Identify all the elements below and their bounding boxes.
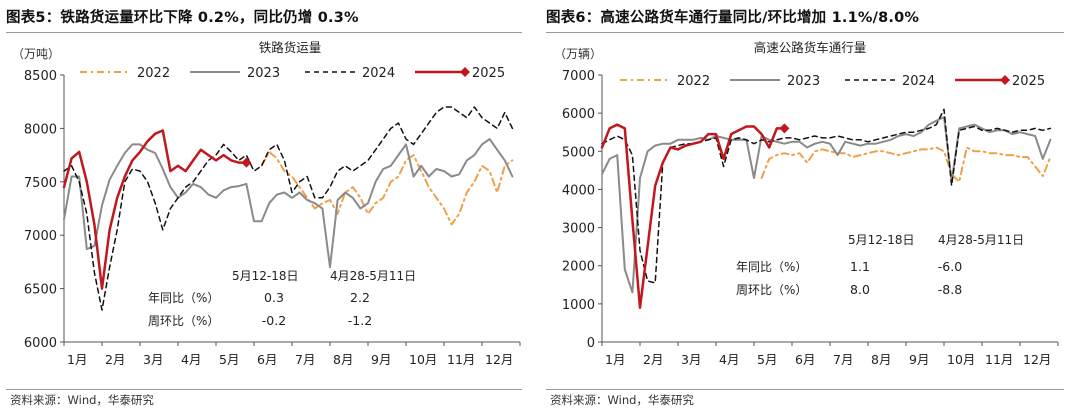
x-tick-label: 1月 [605,352,625,367]
table-cell: 1.1 [850,259,870,274]
series-end-marker [241,157,252,168]
table-cell: -0.2 [262,313,286,328]
x-tick-label: 7月 [833,352,853,367]
table-cell: 0.3 [264,290,284,305]
table-cell: -8.8 [938,282,962,297]
legend-marker [1000,75,1010,85]
x-tick-label: 12月 [485,352,513,367]
x-tick-label: 10月 [409,352,437,367]
series-line-2022 [760,146,1052,183]
y-tick-label: 1000 [562,298,595,313]
y-tick-label: 6000 [24,336,57,351]
series-line-2023 [63,138,514,269]
x-tick-label: 11月 [447,352,475,367]
x-tick-label: 10月 [947,352,975,367]
x-tick-label: 12月 [1023,352,1051,367]
x-tick-label: 5月 [757,352,777,367]
legend-label: 2023 [247,66,280,81]
legend-label: 2023 [787,74,820,89]
legend-marker [460,67,470,77]
source-note: 资料来源：Wind，华泰研究 [550,393,694,407]
chart-title: 铁路货运量 [259,40,322,55]
table-header: 4月28-5月11日 [938,233,1024,247]
x-tick-label: 2月 [105,352,125,367]
y-tick-label: 7500 [24,176,57,191]
y-tick-label: 2000 [562,260,595,275]
series-line-2022 [260,150,514,226]
x-tick-label: 4月 [181,352,201,367]
series-line-2025 [62,129,248,290]
legend-label: 2025 [472,66,505,81]
x-tick-label: 9月 [909,352,929,367]
x-tick-label: 7月 [295,352,315,367]
legend-label: 2022 [137,66,170,81]
y-tick-label: 8500 [24,69,57,84]
y-tick-label: 0 [587,336,595,351]
series-line-2023 [601,116,1052,294]
series-line-2024 [63,106,514,311]
table-row-label: 年同比（%） [148,291,219,305]
table-cell: -1.2 [348,313,372,328]
footer-divider [6,389,522,390]
x-tick-label: 1月 [67,352,87,367]
title-divider [546,32,1064,33]
table-header: 5月12-18日 [848,233,915,247]
legend-label: 2022 [677,74,710,89]
y-tick-label: 6000 [562,107,595,122]
y-tick-label: 5000 [562,145,595,160]
legend-label: 2025 [1012,74,1045,89]
highway-truck-chart: 高速公路货车通行量 （万辆） 0 1000 2000 3000 4000 5000 6000 70… [554,40,1059,367]
y-tick-label: 6500 [24,283,57,298]
y-tick-label: 7000 [562,69,595,84]
x-tick-label: 11月 [985,352,1013,367]
table-row-label: 年同比（%） [736,260,807,274]
railway-freight-chart: 铁路货运量 （万吨） 6000 6500 7000 7500 8000 8500 1月 2月 3月 4… [12,40,521,367]
highway-truck-panel: 图表6：高速公路货车通行量同比/环比增加 1.1%/8.0% 高速公路货车通行量… [540,0,1070,413]
series-line-2024 [601,108,1052,284]
table-cell: 2.2 [350,290,370,305]
series-line-2025 [600,123,786,309]
y-axis-unit: （万辆） [554,47,602,61]
legend-label: 2024 [902,74,935,89]
footer-divider [546,389,1064,390]
y-tick-label: 4000 [562,183,595,198]
x-tick-label: 2月 [643,352,663,367]
title-divider [6,32,522,33]
series-end-marker [779,123,790,134]
x-tick-label: 3月 [143,352,163,367]
x-tick-label: 6月 [795,352,815,367]
y-tick-label: 8000 [24,122,57,137]
table-row-label: 周环比（%） [148,314,219,328]
y-tick-label: 7000 [24,229,57,244]
x-tick-label: 8月 [333,352,353,367]
table-cell: 8.0 [850,282,870,297]
table-header: 5月12-18日 [232,269,299,283]
railway-freight-panel: 图表5：铁路货运量环比下降 0.2%，同比仍增 0.3% 铁路货运量 （万吨） 60… [0,0,528,413]
x-tick-label: 6月 [257,352,277,367]
table-cell: -6.0 [938,259,962,274]
x-tick-label: 9月 [371,352,391,367]
table-row-label: 周环比（%） [736,283,807,297]
x-tick-label: 5月 [219,352,239,367]
x-tick-label: 3月 [681,352,701,367]
x-tick-label: 8月 [871,352,891,367]
legend-label: 2024 [362,66,395,81]
figure-title: 图表6：高速公路货车通行量同比/环比增加 1.1%/8.0% [546,10,920,26]
chart-title: 高速公路货车通行量 [754,40,867,55]
figure-title: 图表5：铁路货运量环比下降 0.2%，同比仍增 0.3% [6,10,359,26]
source-note: 资料来源：Wind，华泰研究 [10,393,154,407]
x-tick-label: 4月 [719,352,739,367]
y-tick-label: 3000 [562,222,595,237]
table-header: 4月28-5月11日 [330,269,416,283]
y-axis-unit: （万吨） [12,47,60,61]
